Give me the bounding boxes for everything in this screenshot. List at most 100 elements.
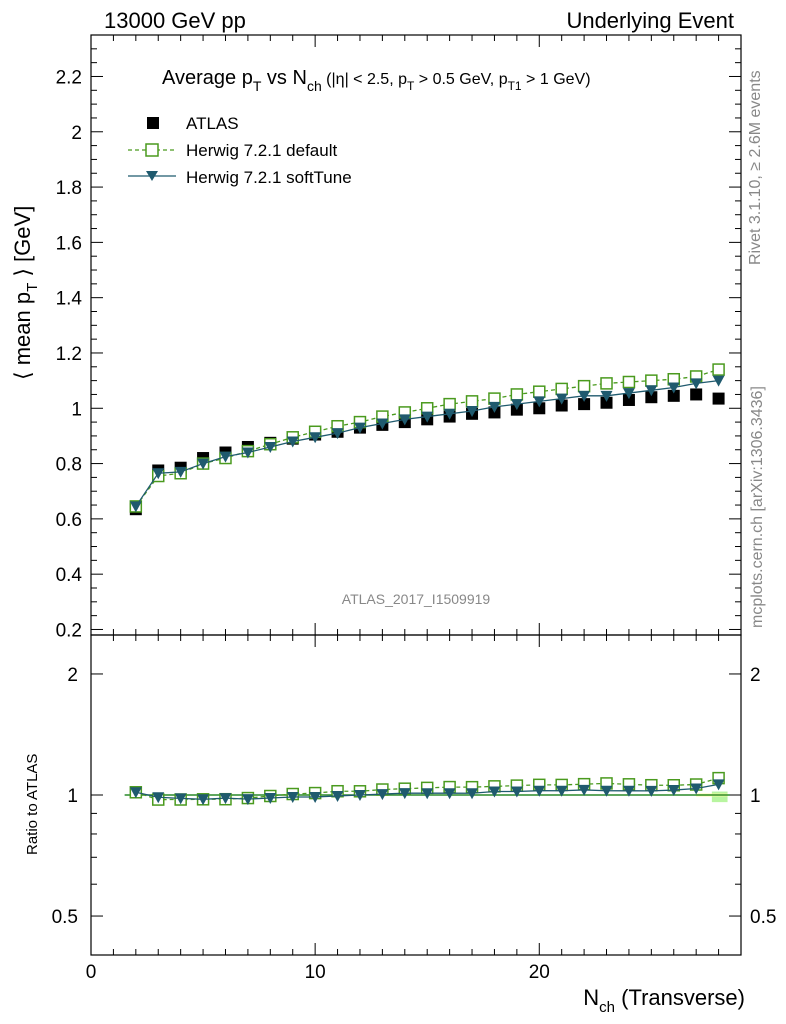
herwig-softtune-ratio-point <box>690 783 703 795</box>
x-tick-label: 10 <box>305 962 326 983</box>
herwig-softtune-point <box>398 414 411 426</box>
ratio-tick-label-right: 1 <box>750 786 761 807</box>
atlas-point <box>712 392 725 405</box>
herwig-softtune-ratio-point <box>398 788 411 800</box>
herwig-default-point <box>645 374 658 387</box>
mcplots-info: mcplots.cern.ch [arXiv:1306.3436] <box>749 386 766 628</box>
y-tick-label: 1.2 <box>56 344 82 365</box>
herwig-softtune-ratio-point <box>555 785 568 797</box>
herwig-default-point <box>577 379 591 393</box>
herwig-softtune-point <box>533 396 546 408</box>
herwig-softtune-ratio-point <box>219 793 232 805</box>
atlas-point <box>667 389 680 402</box>
atlas-point <box>533 402 546 415</box>
y-tick-label: 1.8 <box>56 178 82 199</box>
herwig-softtune-ratio-point <box>376 789 389 801</box>
herwig-softtune-point <box>353 422 366 434</box>
herwig-softtune-point <box>488 401 501 413</box>
herwig-softtune-point <box>712 375 725 387</box>
herwig-softtune-point <box>510 399 523 411</box>
herwig-softtune-ratio-point <box>264 793 277 805</box>
herwig-softtune-point <box>443 408 456 420</box>
herwig-default-point <box>465 395 479 408</box>
herwig-softtune-point <box>286 436 299 448</box>
herwig-softtune-ratio-point <box>466 788 479 800</box>
herwig-softtune-point <box>645 385 658 397</box>
rivet-info: Rivet 3.1.10, ≥ 2.6M events <box>747 70 764 265</box>
herwig-softtune-ratio-point <box>309 791 322 803</box>
legend-label-default: Herwig 7.2.1 default <box>186 141 337 160</box>
herwig-softtune-point <box>152 468 165 480</box>
herwig-softtune-ratio-point <box>533 785 546 797</box>
herwig-softtune-ratio-point <box>174 793 187 805</box>
herwig-softtune-ratio-point <box>622 785 635 797</box>
herwig-softtune-ratio-point <box>421 788 434 800</box>
ratio-tick-label: 0.5 <box>52 907 78 928</box>
ratio-error-band <box>711 791 728 803</box>
y-tick-label: 2 <box>71 123 82 144</box>
herwig-default-point <box>712 363 725 376</box>
herwig-softtune-ratio-point <box>488 786 501 798</box>
ratio-y-axis-label: Ratio to ATLAS <box>24 754 41 855</box>
herwig-softtune-point <box>219 451 232 463</box>
herwig-default-point <box>510 388 524 401</box>
x-tick-label: 0 <box>86 962 97 983</box>
atlas-point <box>600 396 613 409</box>
herwig-softtune-ratio-point <box>510 786 523 798</box>
legend-label-atlas: ATLAS <box>186 114 239 133</box>
y-tick-label: 1.6 <box>56 233 82 254</box>
herwig-softtune-ratio-point <box>712 779 725 791</box>
herwig-softtune-ratio-point <box>241 794 254 806</box>
herwig-softtune-point <box>309 432 322 444</box>
header-left: 13000 GeV pp <box>104 8 246 33</box>
x-axis-label: Nch (Transverse) <box>583 985 745 1016</box>
herwig-softtune-ratio-point <box>152 792 165 804</box>
x-tick-label: 20 <box>529 962 550 983</box>
herwig-softtune-ratio-point <box>286 791 299 803</box>
herwig-softtune-point <box>174 466 187 478</box>
herwig-softtune-ratio-point <box>578 784 591 796</box>
herwig-softtune-point <box>667 382 680 394</box>
ratio-tick-label-right: 2 <box>750 665 761 686</box>
y-tick-label: 1.4 <box>56 289 83 310</box>
legend: ATLAS Herwig 7.2.1 default Herwig 7.2.1 … <box>128 114 352 187</box>
legend-label-softtune: Herwig 7.2.1 softTune <box>186 168 352 187</box>
ratio-tick-label-right: 0.5 <box>750 907 776 928</box>
herwig-softtune-point <box>331 428 344 440</box>
atlas-point <box>578 398 591 411</box>
legend-marker-default <box>145 143 159 157</box>
herwig-default-point <box>443 397 456 411</box>
herwig-softtune-ratio-point <box>331 790 344 802</box>
herwig-softtune-point <box>197 458 210 470</box>
y-tick-label: 0.2 <box>56 620 82 641</box>
herwig-softtune-point <box>241 447 254 459</box>
ratio-tick-label: 2 <box>67 665 78 686</box>
herwig-softtune-ratio-point <box>600 785 613 797</box>
atlas-point <box>555 399 568 412</box>
chart-title: Average pT vs Nch (|η| < 2.5, pT > 0.5 G… <box>162 67 591 94</box>
ratio-tick-label: 1 <box>67 786 78 807</box>
herwig-softtune-point <box>600 390 613 402</box>
y-tick-label: 2.2 <box>56 67 82 88</box>
herwig-softtune-point <box>421 411 434 423</box>
herwig-softtune-ratio-point <box>645 785 658 797</box>
herwig-softtune-point <box>690 378 703 390</box>
herwig-default-point <box>533 385 546 398</box>
herwig-softtune-ratio-point <box>353 790 366 801</box>
herwig-softtune-point <box>376 418 389 430</box>
y-tick-label: 0.4 <box>56 565 83 586</box>
series-layer <box>129 363 725 806</box>
herwig-softtune-ratio-point <box>197 794 210 806</box>
y-axis-label: ⟨ mean pT ⟩ [GeV] <box>10 206 41 380</box>
herwig-softtune-point <box>622 388 635 400</box>
herwig-softtune-point <box>555 393 568 405</box>
y-tick-label: 0.6 <box>56 510 82 531</box>
herwig-softtune-ratio-point <box>667 785 680 797</box>
herwig-softtune-point <box>264 441 277 453</box>
axes-layer: 0 10 20 0.2 0.4 0.6 0.8 1 1.2 1.4 1.6 1.8 2 2.2 0.5 0.5… <box>52 35 776 983</box>
y-tick-label: 1 <box>71 399 82 420</box>
analysis-id: ATLAS_2017_I1509919 <box>342 591 491 607</box>
herwig-default-point <box>622 375 636 389</box>
herwig-softtune-point <box>129 501 142 513</box>
